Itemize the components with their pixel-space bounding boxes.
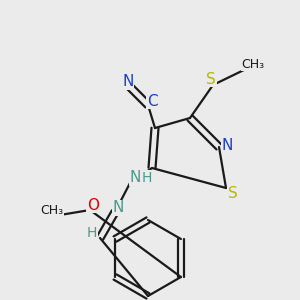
Text: C: C (147, 94, 157, 109)
Text: N: N (221, 137, 233, 152)
Text: S: S (206, 71, 216, 86)
Text: CH₃: CH₃ (242, 58, 265, 70)
Text: H: H (142, 171, 152, 185)
Text: H: H (87, 226, 97, 240)
Text: N: N (129, 170, 141, 185)
Text: N: N (112, 200, 124, 215)
Text: O: O (87, 197, 99, 212)
Text: S: S (228, 185, 238, 200)
Text: CH₃: CH₃ (40, 205, 64, 218)
Text: N: N (122, 74, 134, 89)
